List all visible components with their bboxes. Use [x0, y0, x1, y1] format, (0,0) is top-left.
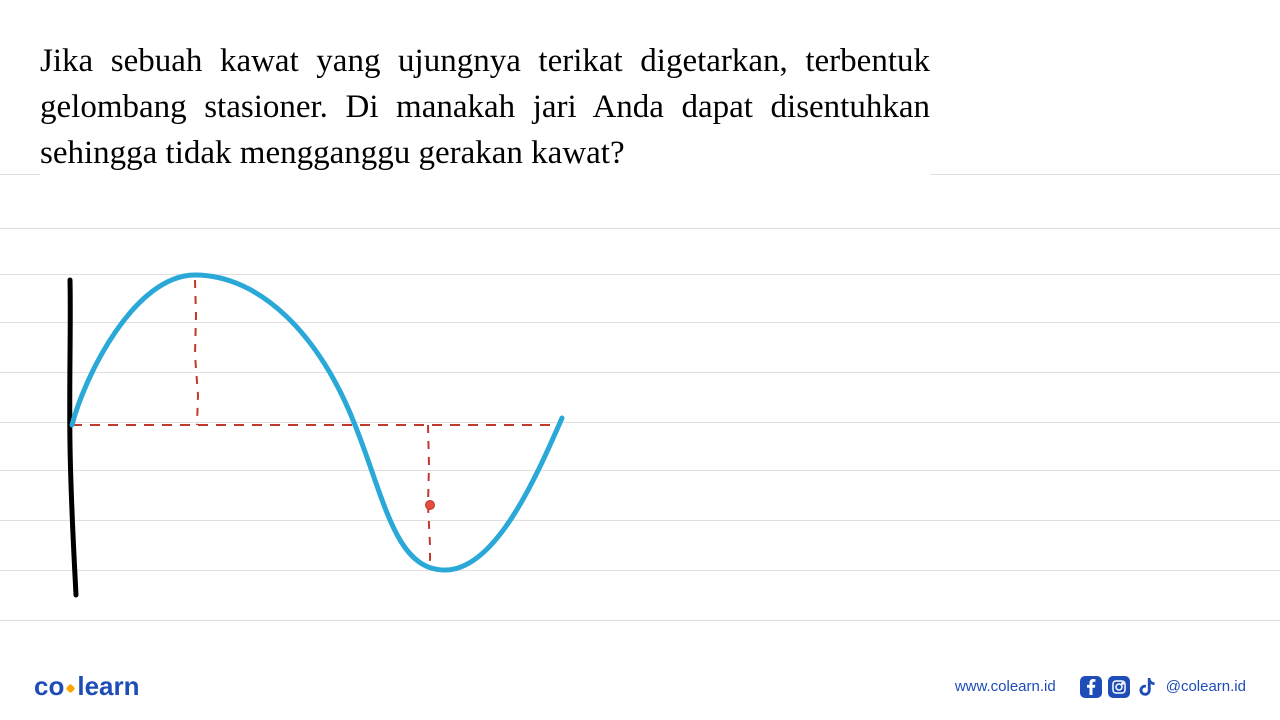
facebook-icon [1080, 676, 1102, 698]
social-icons-group: @colearn.id [1080, 676, 1246, 698]
dashed-trough-marker [428, 425, 430, 570]
footer-right: www.colearn.id @colearn.id [955, 676, 1246, 698]
dashed-crest-marker [195, 280, 198, 425]
social-handle: @colearn.id [1166, 678, 1246, 695]
logo-co: co [34, 671, 64, 702]
logo-learn: learn [77, 671, 139, 702]
question-text: Jika sebuah kawat yang ujungnya terikat … [40, 38, 930, 177]
tiktok-icon [1136, 676, 1158, 698]
logo-dot-icon [66, 684, 76, 694]
question-container: Jika sebuah kawat yang ujungnya terikat … [40, 28, 930, 187]
colearn-logo: co learn [34, 671, 140, 702]
ruled-line [0, 228, 1280, 229]
footer: co learn www.colearn.id [0, 671, 1280, 702]
wave-diagram [50, 265, 610, 605]
marker-dot [426, 501, 435, 510]
wave-svg [50, 265, 610, 605]
wave-curve [72, 275, 562, 570]
ruled-line [0, 620, 1280, 621]
fixed-end-line [70, 280, 76, 595]
website-url: www.colearn.id [955, 678, 1056, 695]
instagram-icon [1108, 676, 1130, 698]
